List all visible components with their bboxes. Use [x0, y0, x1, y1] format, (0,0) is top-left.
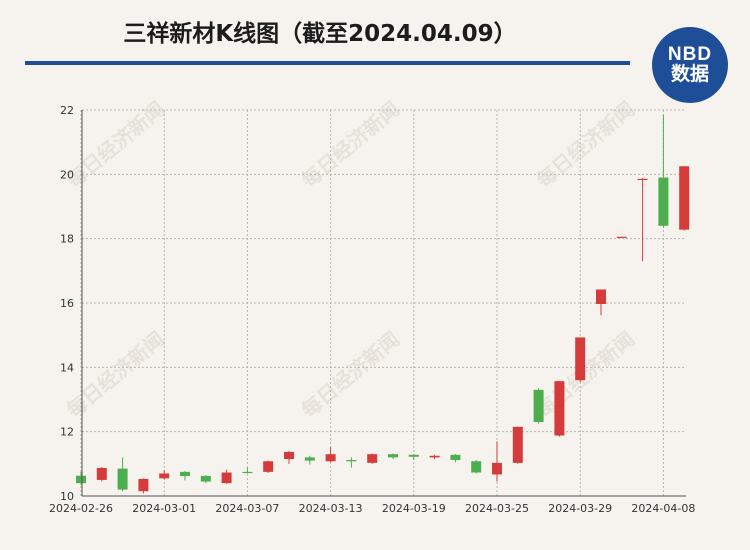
watermark-text: 每日经济新闻	[532, 327, 639, 423]
candles-layer	[76, 114, 690, 494]
x-tick-label: 2024-03-19	[382, 502, 446, 515]
grid-lines	[80, 109, 686, 497]
candle	[533, 388, 544, 424]
y-tick-label: 16	[60, 297, 74, 310]
watermark-text: 每日经济新闻	[297, 97, 404, 193]
candle	[263, 460, 274, 473]
candle	[304, 455, 315, 465]
x-tick-label: 2024-03-07	[215, 502, 279, 515]
candle-body	[96, 468, 107, 480]
candle	[512, 426, 523, 464]
candle-body	[325, 454, 336, 462]
candle-body	[138, 478, 149, 492]
candle	[388, 453, 398, 460]
candle-body	[242, 471, 253, 474]
candle-body	[492, 462, 502, 475]
candle	[284, 450, 294, 464]
candle	[492, 441, 502, 482]
candle	[450, 454, 461, 463]
x-tick-label: 2024-02-26	[49, 502, 113, 515]
candle	[658, 114, 669, 228]
candle-body	[180, 471, 190, 477]
page-title: 三祥新材K线图（截至2024.04.09）	[123, 21, 517, 47]
y-tick-label: 10	[60, 490, 74, 503]
candle-body	[263, 461, 274, 472]
candle	[554, 381, 565, 437]
axes-layer: 10 12 14 16 18 20 22 2024-02-26 2024-03-01 2024-0…	[49, 104, 695, 515]
x-tick-label: 2024-03-25	[465, 502, 529, 515]
candle-body	[575, 337, 586, 381]
candle-body	[304, 457, 315, 461]
candle	[325, 447, 336, 463]
candle-body	[658, 177, 669, 226]
x-tick-label: 2024-03-29	[548, 502, 612, 515]
candle-body	[367, 454, 378, 463]
y-tick-label: 12	[60, 426, 74, 439]
candle	[180, 470, 190, 481]
candle-body	[637, 178, 648, 181]
candle-body	[76, 475, 86, 484]
watermark-text: 每日经济新闻	[532, 97, 639, 193]
candle-body	[533, 389, 544, 423]
candle	[429, 454, 440, 460]
candle-body	[388, 454, 398, 458]
candle-body	[159, 473, 170, 479]
logo-text-nbd: NBD	[667, 44, 713, 66]
candle-body	[596, 289, 606, 304]
watermark-text: 每日经济新闻	[62, 97, 169, 193]
y-tick-label: 20	[60, 168, 74, 181]
candle	[408, 454, 419, 460]
candle-body	[471, 461, 482, 473]
nbd-logo: NBD 数据	[652, 27, 728, 103]
y-tick-label: 22	[60, 104, 74, 117]
y-tick-label: 18	[60, 233, 74, 246]
watermark-text: 每日经济新闻	[297, 327, 404, 423]
candle	[96, 467, 107, 482]
logo-text-data: 数据	[670, 63, 709, 85]
candle	[596, 289, 606, 316]
candle	[200, 475, 211, 484]
watermark-text: 每日经济新闻	[62, 327, 169, 423]
candle	[117, 457, 128, 492]
candle	[221, 469, 232, 484]
x-tick-label: 2024-04-08	[631, 502, 695, 515]
candle-body	[200, 476, 211, 482]
candle	[575, 337, 586, 382]
candle-body	[554, 381, 565, 436]
candle	[159, 470, 170, 480]
candle	[637, 178, 648, 262]
candle	[346, 457, 357, 468]
candle-body	[429, 455, 440, 458]
candle-body	[221, 472, 232, 484]
candle	[679, 166, 690, 231]
candle-body	[408, 454, 419, 457]
candle-body	[512, 426, 523, 463]
x-tick-label: 2024-03-01	[132, 502, 196, 515]
title-underline	[25, 61, 630, 65]
candle-body	[284, 451, 294, 460]
candle-body	[616, 236, 627, 238]
x-tick-label: 2024-03-13	[299, 502, 363, 515]
candle	[138, 478, 149, 494]
candle-body	[117, 468, 128, 490]
y-tick-label: 14	[60, 361, 74, 374]
candle	[616, 236, 627, 238]
candle	[367, 453, 378, 464]
candle-body	[679, 166, 690, 230]
candle	[242, 467, 253, 474]
candle	[471, 459, 482, 474]
candle-body	[450, 454, 461, 460]
candle	[76, 471, 86, 485]
candle-body	[346, 459, 357, 462]
